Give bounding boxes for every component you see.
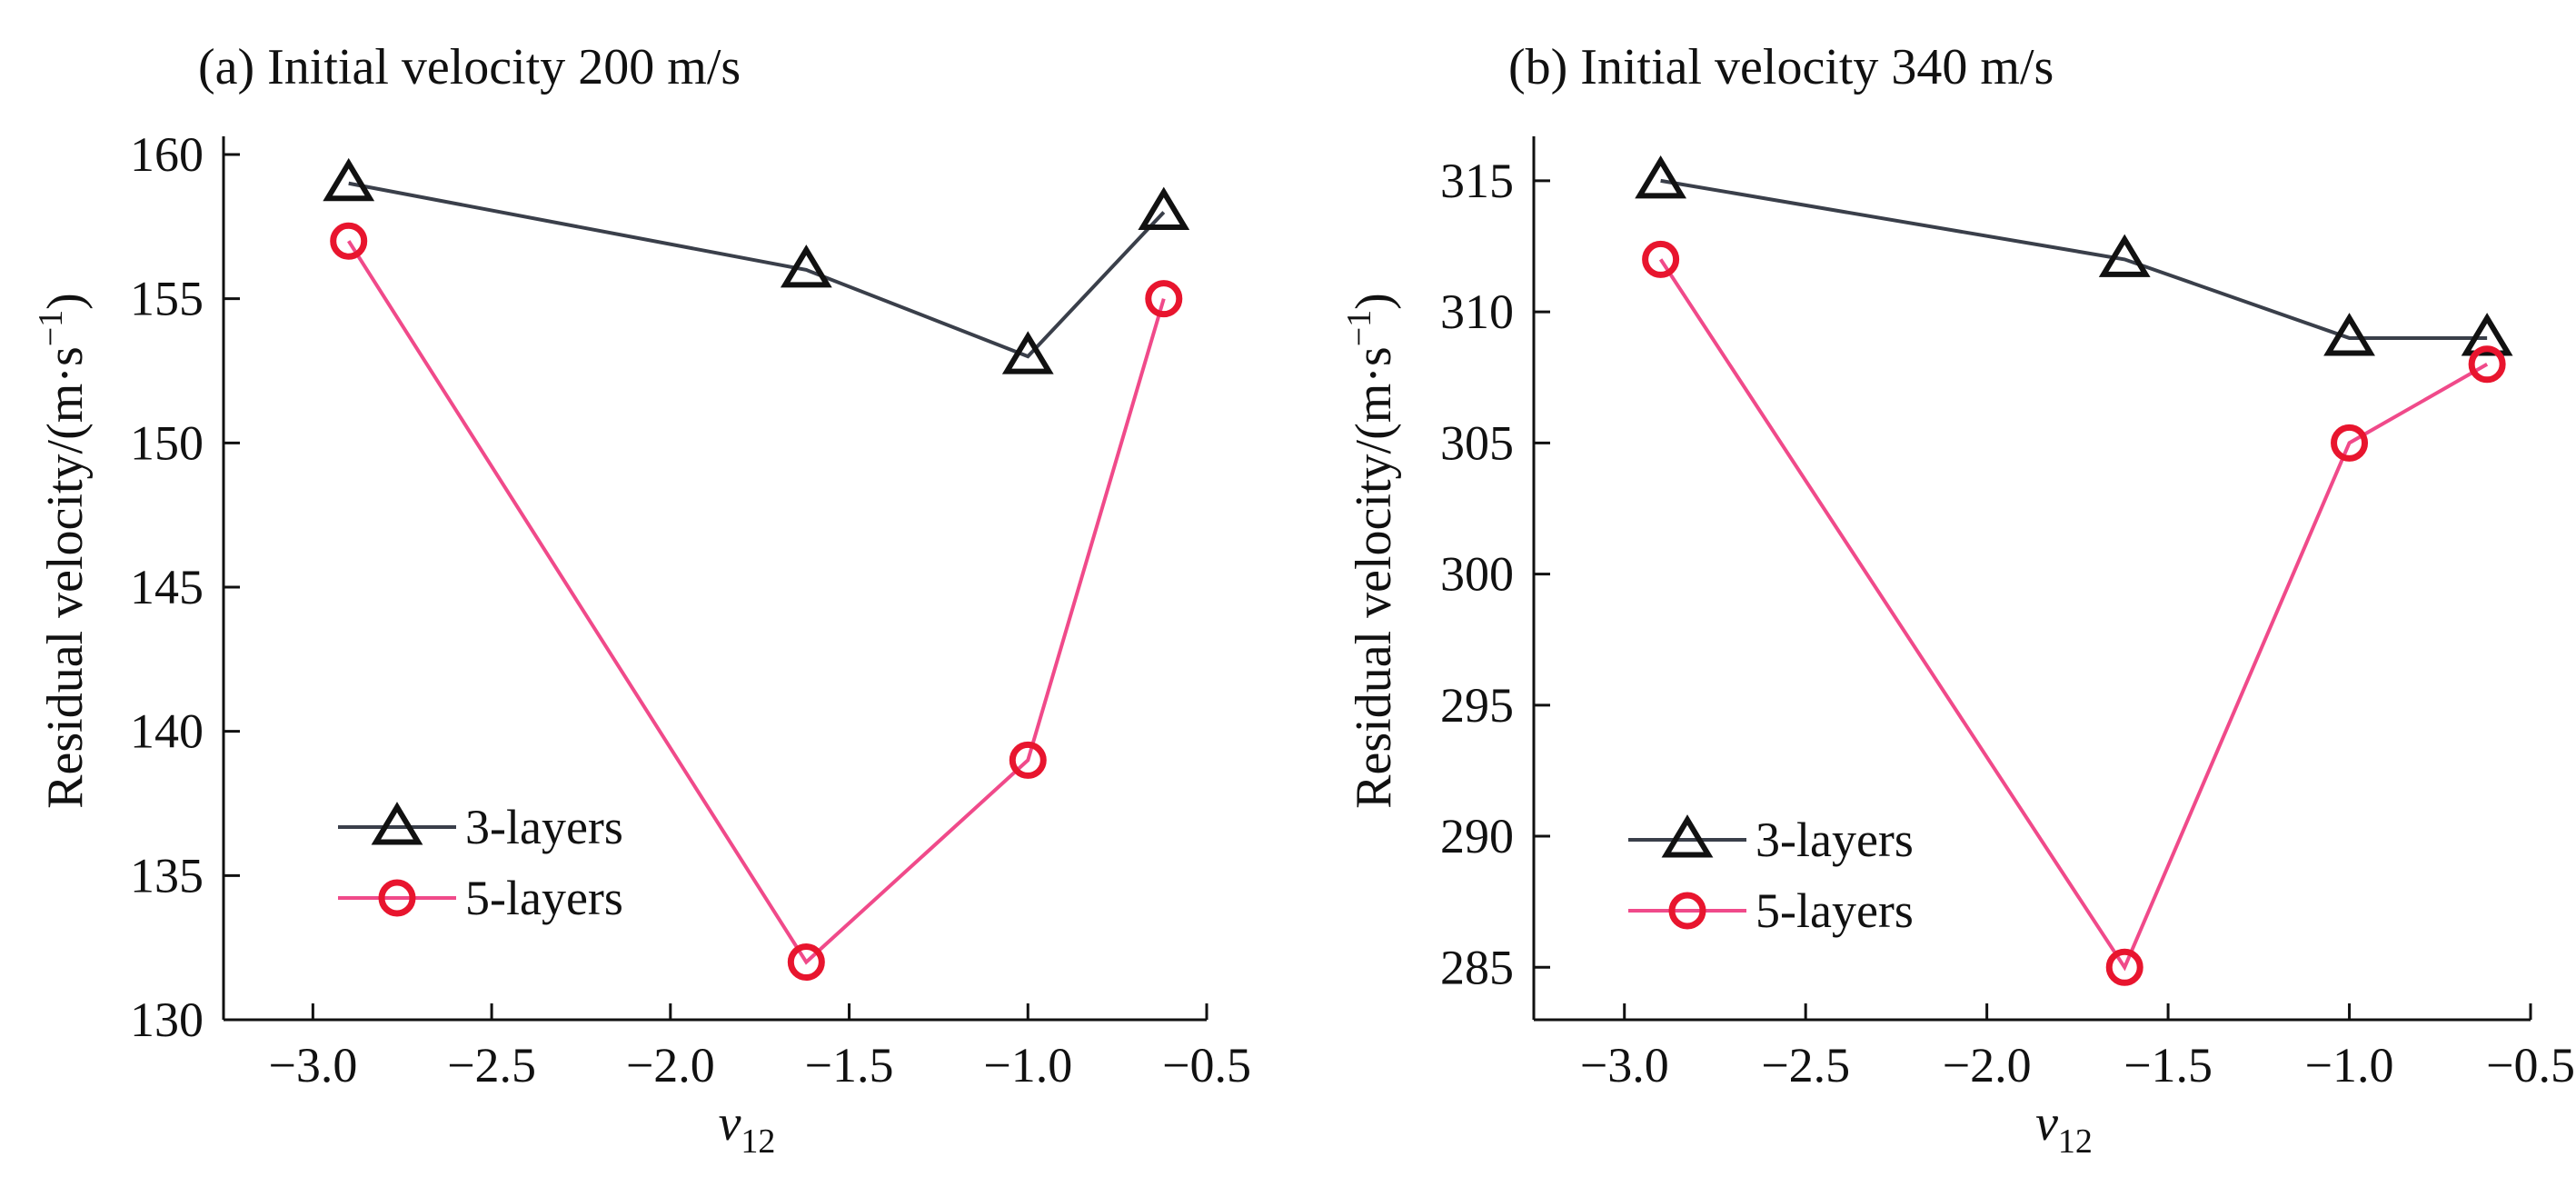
y-axis-label: Residual velocity/(m·s−1) [1340, 293, 1402, 809]
data-point-5-layers [2331, 424, 2369, 462]
legend-marker-3-layers [371, 802, 423, 845]
y-axis-label-sup: −1 [1340, 310, 1378, 346]
data-point-3-layers [2461, 313, 2513, 356]
legend-marker-3-layers [1661, 814, 1714, 858]
x-tick-label: −2.5 [447, 1038, 536, 1092]
y-tick-label: 130 [130, 992, 204, 1047]
y-axis-label-close: ) [37, 293, 94, 310]
y-tick-label: 305 [1440, 415, 1514, 470]
data-point-5-layers [1009, 741, 1047, 779]
x-axis-label-main: v [2035, 1095, 2058, 1152]
y-tick-label: 315 [1440, 154, 1514, 208]
series-line-3-layers [348, 181, 1166, 359]
legend-marker-5-layers [378, 879, 416, 917]
legend-label-5-layers: 5-layers [465, 871, 623, 925]
x-tick-label: −1.0 [983, 1038, 1072, 1092]
x-tick-label: −3.0 [268, 1038, 357, 1092]
y-tick-label: 160 [130, 127, 204, 182]
data-point-3-layers [1001, 331, 1054, 374]
data-point-5-layers [1145, 280, 1183, 318]
legend-label-3-layers: 3-layers [1755, 813, 1914, 867]
data-point-3-layers [2323, 313, 2375, 356]
series-line-5-layers [347, 240, 1166, 965]
x-tick-label: −1.0 [2305, 1038, 2394, 1092]
data-point-5-layers [787, 943, 825, 982]
y-tick-label: 150 [130, 415, 204, 470]
x-tick-label: −1.5 [805, 1038, 894, 1092]
y-tick-label: 135 [130, 848, 204, 903]
y-axis-label-main: Residual velocity/(m·s [37, 346, 94, 809]
y-tick-label: 145 [130, 560, 204, 614]
chart-panel-a: (a) Initial velocity 200 m/s 130 135 140 145… [32, 39, 1251, 1161]
x-axis-label: v12 [2035, 1095, 2093, 1161]
y-tick-label: 140 [130, 704, 204, 759]
series-line-3-layers [1660, 178, 2488, 340]
data-point-3-layers [323, 157, 375, 202]
y-axis-label-main: Residual velocity/(m·s [1346, 346, 1402, 809]
data-point-3-layers [780, 244, 832, 288]
legend-marker-5-layers [1668, 892, 1706, 930]
chart-title: (a) Initial velocity 200 m/s [198, 39, 741, 95]
y-tick-label: 295 [1440, 678, 1514, 733]
data-point-3-layers [1635, 155, 1687, 199]
x-axis-label: v12 [719, 1095, 776, 1161]
x-axis-label-main: v [719, 1095, 741, 1152]
series-line-5-layers [1658, 258, 2489, 972]
chart-title: (b) Initial velocity 340 m/s [1508, 39, 2054, 95]
data-point-5-layers [2105, 948, 2143, 986]
x-tick-label: −3.0 [1580, 1038, 1669, 1092]
x-tick-label: −1.5 [2123, 1038, 2213, 1092]
y-tick-label: 155 [130, 272, 204, 326]
y-tick-label: 310 [1440, 284, 1514, 339]
x-tick-label: −0.5 [1162, 1038, 1251, 1092]
x-tick-label: −2.5 [1761, 1038, 1850, 1092]
y-axis-label-sup: −1 [32, 310, 70, 346]
y-axis-label-close: ) [1346, 293, 1402, 310]
x-axis-label-sub: 12 [741, 1122, 775, 1161]
data-point-3-layers [2098, 234, 2151, 277]
data-point-5-layers [2468, 345, 2506, 384]
legend-label-3-layers: 3-layers [465, 800, 623, 854]
data-point-5-layers [1642, 240, 1680, 278]
y-tick-label: 300 [1440, 547, 1514, 602]
data-point-5-layers [330, 222, 368, 260]
y-tick-label: 290 [1440, 809, 1514, 863]
y-axis-label: Residual velocity/(m·s−1) [32, 293, 94, 809]
y-tick-label: 285 [1440, 940, 1514, 994]
x-axis-label-sub: 12 [2058, 1122, 2093, 1161]
chart-panel-b: (b) Initial velocity 340 m/s 285 290 295 300… [1340, 39, 2575, 1161]
x-tick-label: −0.5 [2486, 1038, 2575, 1092]
legend-label-5-layers: 5-layers [1755, 883, 1914, 938]
x-tick-label: −2.0 [626, 1038, 715, 1092]
x-tick-label: −2.0 [1943, 1038, 2032, 1092]
data-point-3-layers [1138, 186, 1190, 230]
